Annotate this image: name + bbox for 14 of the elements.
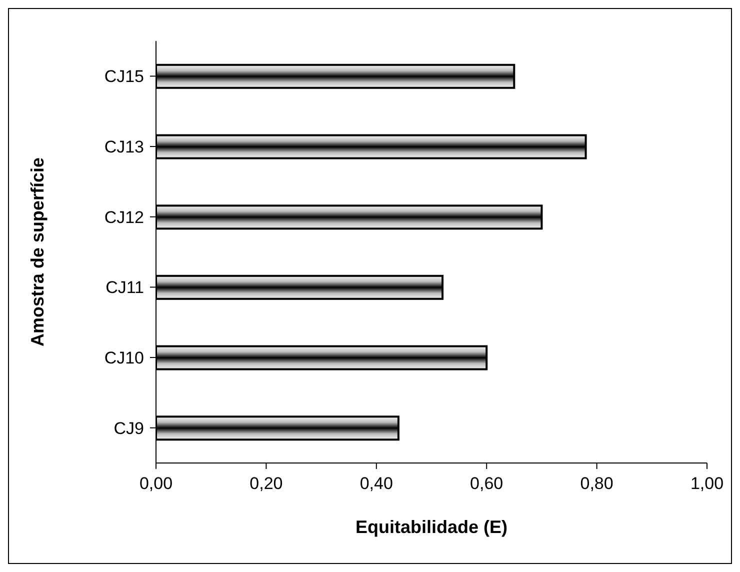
x-axis-title: Equitabilidade (E) — [355, 517, 508, 537]
y-tick-label: CJ15 — [104, 67, 144, 86]
y-tick-label: CJ12 — [104, 208, 144, 227]
y-tick-label: CJ10 — [104, 348, 144, 368]
y-tick-label: CJ13 — [104, 138, 144, 157]
x-tick-label: 0,00 — [139, 474, 173, 494]
x-tick-label: 0,60 — [470, 474, 504, 494]
x-tick-label: 0,20 — [250, 474, 283, 494]
y-tick-label: CJ11 — [106, 278, 144, 298]
x-tick-label: 0,40 — [360, 474, 393, 494]
y-tick-label: CJ9 — [114, 418, 144, 438]
y-axis-title: Amostra de superfície — [27, 157, 48, 347]
x-tick-label: 0,80 — [580, 474, 614, 494]
x-tick-label: 1,00 — [690, 474, 724, 494]
